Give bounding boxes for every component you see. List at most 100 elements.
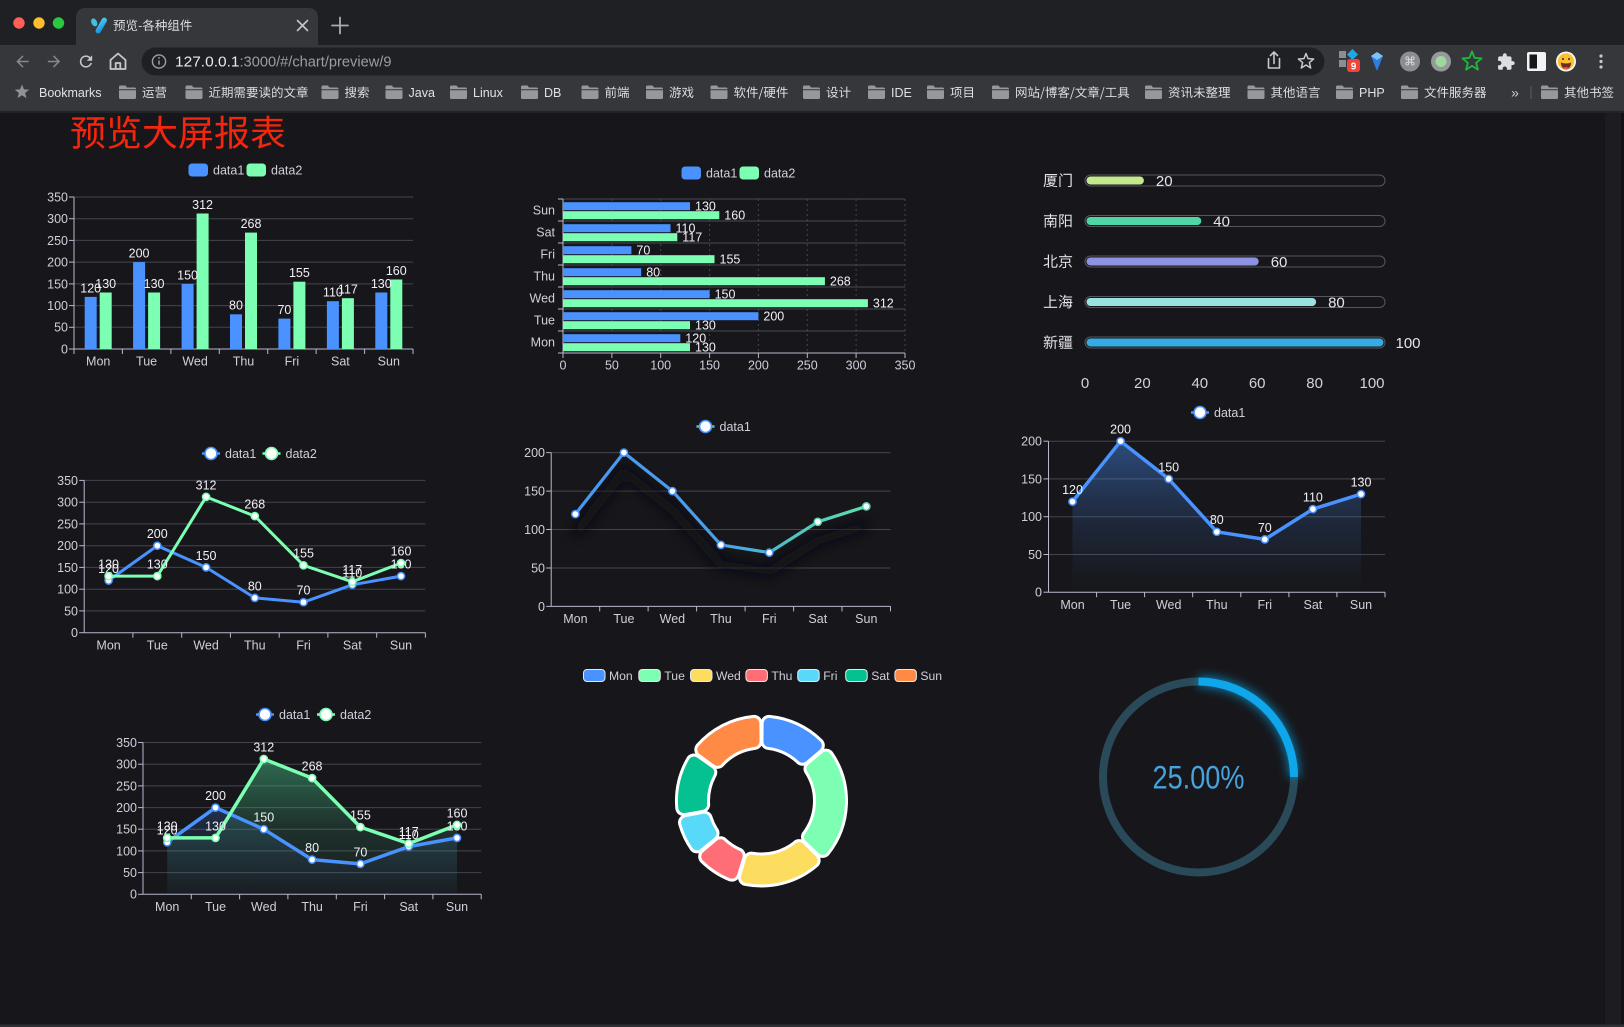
svg-text:300: 300 xyxy=(57,496,78,510)
svg-text:40: 40 xyxy=(1213,213,1230,230)
svg-text:Sat: Sat xyxy=(331,354,350,368)
svg-text:200: 200 xyxy=(57,539,78,553)
svg-text:200: 200 xyxy=(1110,423,1131,437)
svg-text:200: 200 xyxy=(748,358,769,372)
svg-text:Fri: Fri xyxy=(1258,598,1273,612)
svg-text:Fri: Fri xyxy=(285,354,300,368)
svg-text:100: 100 xyxy=(1396,335,1421,352)
svg-text:200: 200 xyxy=(129,247,150,261)
svg-text:Thu: Thu xyxy=(301,900,323,914)
svg-text::3000/#/chart/preview/9: :3000/#/chart/preview/9 xyxy=(240,55,392,71)
svg-text:Tue: Tue xyxy=(1110,598,1131,612)
svg-text:268: 268 xyxy=(241,217,262,231)
svg-text:0: 0 xyxy=(1081,375,1089,392)
svg-text:Bookmarks: Bookmarks xyxy=(39,86,102,100)
svg-text:data2: data2 xyxy=(271,163,302,177)
svg-text:Sun: Sun xyxy=(378,354,400,368)
svg-text:130: 130 xyxy=(157,819,178,833)
svg-text:data1: data1 xyxy=(706,166,737,180)
svg-text:150: 150 xyxy=(47,277,68,291)
svg-text:Mon: Mon xyxy=(1060,598,1084,612)
svg-text:0: 0 xyxy=(1035,586,1042,600)
svg-text:Sat: Sat xyxy=(343,638,362,652)
svg-text:80: 80 xyxy=(248,579,262,593)
svg-text:117: 117 xyxy=(399,825,419,839)
svg-text:Thu: Thu xyxy=(1206,598,1228,612)
svg-text:Sun: Sun xyxy=(446,900,468,914)
svg-text:120: 120 xyxy=(1062,483,1083,497)
svg-text:120: 120 xyxy=(98,562,119,576)
svg-text:Fri: Fri xyxy=(353,900,368,914)
svg-text:40: 40 xyxy=(1191,375,1208,392)
svg-text:117: 117 xyxy=(342,563,362,577)
svg-text:Sun: Sun xyxy=(920,669,942,683)
svg-text:Thu: Thu xyxy=(244,638,266,652)
svg-text:Linux: Linux xyxy=(473,86,504,100)
svg-text:data1: data1 xyxy=(1214,406,1245,420)
svg-text:80: 80 xyxy=(305,841,319,855)
svg-text:Sat: Sat xyxy=(399,900,418,914)
svg-text:150: 150 xyxy=(1158,460,1179,474)
svg-text:data2: data2 xyxy=(286,447,317,461)
svg-text:117: 117 xyxy=(682,231,702,245)
svg-text:Sat: Sat xyxy=(871,669,890,683)
svg-text:200: 200 xyxy=(147,527,168,541)
svg-text:Tue: Tue xyxy=(205,900,226,914)
svg-text:Thu: Thu xyxy=(771,669,792,683)
svg-text:130: 130 xyxy=(147,558,168,572)
svg-text:Java: Java xyxy=(409,86,435,100)
svg-text:200: 200 xyxy=(116,801,137,815)
svg-text:100: 100 xyxy=(116,844,137,858)
svg-text:0: 0 xyxy=(538,600,545,614)
svg-text:80: 80 xyxy=(1210,513,1224,527)
svg-text:Tue: Tue xyxy=(147,638,168,652)
svg-text:50: 50 xyxy=(605,358,619,372)
svg-text:300: 300 xyxy=(846,358,867,372)
svg-text:160: 160 xyxy=(724,209,745,223)
svg-text:150: 150 xyxy=(1021,472,1042,486)
svg-text:150: 150 xyxy=(196,549,217,563)
svg-text:250: 250 xyxy=(47,234,68,248)
svg-text:268: 268 xyxy=(830,275,851,289)
svg-text:data1: data1 xyxy=(225,447,256,461)
svg-text:0: 0 xyxy=(560,358,567,372)
svg-text:PHP: PHP xyxy=(1359,86,1385,100)
svg-text:data1: data1 xyxy=(213,163,244,177)
svg-text:268: 268 xyxy=(302,760,323,774)
svg-text:Sun: Sun xyxy=(855,612,877,626)
svg-text:Wed: Wed xyxy=(251,900,277,914)
svg-text:350: 350 xyxy=(57,474,78,488)
svg-text:312: 312 xyxy=(192,198,213,212)
svg-text:300: 300 xyxy=(47,212,68,226)
svg-text:Thu: Thu xyxy=(233,354,255,368)
svg-text:150: 150 xyxy=(524,485,545,499)
svg-text:Fri: Fri xyxy=(296,638,311,652)
svg-text:Sat: Sat xyxy=(808,612,827,626)
svg-text:100: 100 xyxy=(47,299,68,313)
svg-text:150: 150 xyxy=(715,288,736,302)
svg-text:130: 130 xyxy=(695,200,716,214)
svg-text:IDE: IDE xyxy=(891,86,912,100)
svg-text:25.00%: 25.00% xyxy=(1153,760,1245,796)
svg-text:117: 117 xyxy=(338,283,358,297)
svg-text:110: 110 xyxy=(323,286,343,300)
svg-text:Wed: Wed xyxy=(716,669,741,683)
svg-text:160: 160 xyxy=(447,806,468,820)
svg-text:Thu: Thu xyxy=(710,612,732,626)
svg-text:300: 300 xyxy=(116,758,137,772)
svg-text:data2: data2 xyxy=(764,166,795,180)
svg-text:150: 150 xyxy=(253,811,274,825)
svg-text:312: 312 xyxy=(196,478,217,492)
svg-text:Wed: Wed xyxy=(530,291,556,305)
svg-text:DB: DB xyxy=(544,86,561,100)
svg-text:70: 70 xyxy=(277,303,291,317)
svg-text:Mon: Mon xyxy=(563,612,587,626)
svg-text:9: 9 xyxy=(1351,62,1357,73)
svg-text:130: 130 xyxy=(98,558,119,572)
svg-text:Sun: Sun xyxy=(390,638,412,652)
svg-text:350: 350 xyxy=(47,190,68,204)
svg-text:350: 350 xyxy=(895,358,916,372)
svg-text:Wed: Wed xyxy=(193,638,219,652)
svg-text:Tue: Tue xyxy=(664,669,685,683)
svg-text:Mon: Mon xyxy=(609,669,633,683)
